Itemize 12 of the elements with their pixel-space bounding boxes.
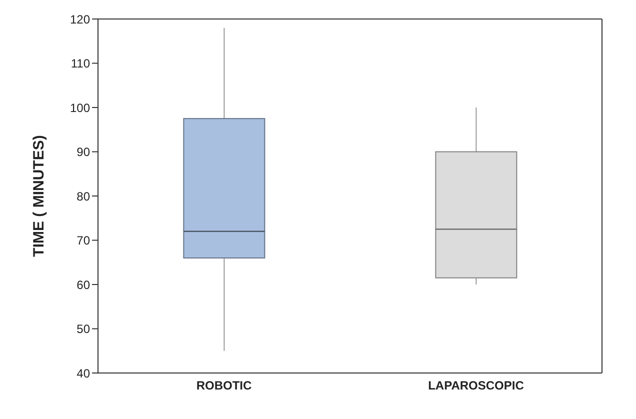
y-tick-label: 110 <box>70 56 90 71</box>
x-tick-label: ROBOTIC <box>196 378 252 393</box>
y-axis-title: TIME ( MINUTES) <box>30 135 48 257</box>
y-tick-label: 40 <box>76 366 90 380</box>
y-tick-label: 60 <box>76 278 90 292</box>
y-tick-label: 50 <box>76 322 90 336</box>
y-tick-label: 120 <box>70 12 90 26</box>
y-tick-label: 80 <box>76 189 90 204</box>
y-tick-label: 70 <box>76 234 90 248</box>
y-tick-label: 90 <box>76 145 90 160</box>
y-tick-label: 100 <box>70 100 90 115</box>
x-tick-label: LAPAROSCOPIC <box>428 378 524 393</box>
